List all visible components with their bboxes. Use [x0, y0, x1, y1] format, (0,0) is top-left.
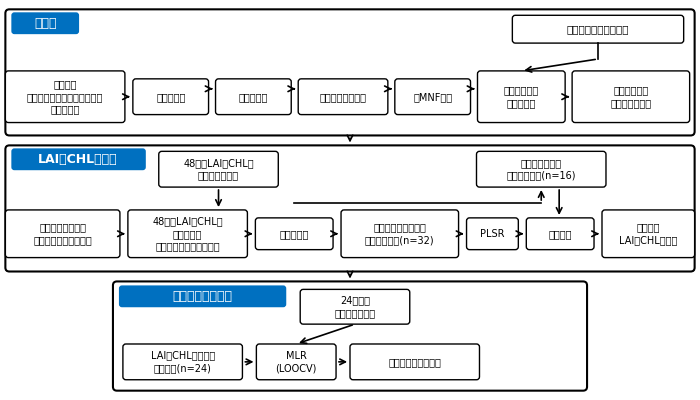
Text: PLSR: PLSR	[480, 229, 505, 239]
FancyBboxPatch shape	[466, 218, 518, 250]
Text: LAIとCHLの予測: LAIとCHLの予測	[38, 153, 118, 166]
FancyBboxPatch shape	[477, 151, 606, 187]
FancyBboxPatch shape	[6, 210, 120, 258]
Text: 経験的直線法
による補正: 経験的直線法 による補正	[504, 86, 539, 108]
FancyBboxPatch shape	[256, 218, 333, 250]
FancyBboxPatch shape	[512, 15, 684, 43]
Text: バリデーション
データセット(n=16): バリデーション データセット(n=16)	[507, 158, 576, 180]
Text: 画像中の
LAIとCHLの予測: 画像中の LAIとCHLの予測	[619, 222, 678, 245]
Text: 未処理の
ハイパースペクトルイメージ
（輝度値）: 未処理の ハイパースペクトルイメージ （輝度値）	[27, 79, 104, 114]
Text: ジオリファレンス: ジオリファレンス	[319, 92, 367, 102]
FancyBboxPatch shape	[298, 79, 388, 114]
Text: 穀物の収穫量予測: 穀物の収穫量予測	[173, 290, 232, 303]
Text: 前処理: 前処理	[34, 17, 57, 30]
FancyBboxPatch shape	[6, 145, 694, 272]
Text: LAIとCHLの予測値
の平均値(n=24): LAIとCHLの予測値 の平均値(n=24)	[150, 351, 215, 373]
Text: キャリブレーション
データセット(n=32): キャリブレーション データセット(n=32)	[365, 222, 435, 245]
Text: 画像中の収穫量予測: 画像中の収穫量予測	[389, 357, 441, 367]
FancyBboxPatch shape	[300, 289, 410, 324]
Text: オルソ補正: オルソ補正	[239, 92, 268, 102]
FancyBboxPatch shape	[350, 344, 480, 380]
Text: スペクトル・
空間サブセット: スペクトル・ 空間サブセット	[610, 86, 652, 108]
FancyBboxPatch shape	[133, 79, 209, 114]
FancyBboxPatch shape	[159, 151, 279, 187]
FancyBboxPatch shape	[256, 344, 336, 380]
Text: 逆MNF変換: 逆MNF変換	[413, 92, 452, 102]
FancyBboxPatch shape	[477, 71, 565, 122]
FancyBboxPatch shape	[341, 210, 458, 258]
Text: 独立検証: 独立検証	[548, 229, 572, 239]
Text: 反射率変換: 反射率変換	[156, 92, 186, 102]
FancyBboxPatch shape	[113, 282, 587, 391]
Text: 48個のLAIとCHLの
サンプルと
スペクトルのペアリング: 48個のLAIとCHLの サンプルと スペクトルのペアリング	[153, 216, 223, 251]
Text: フィールドスペクトル: フィールドスペクトル	[567, 24, 629, 34]
FancyBboxPatch shape	[602, 210, 694, 258]
FancyBboxPatch shape	[119, 286, 286, 307]
FancyBboxPatch shape	[6, 71, 125, 122]
FancyBboxPatch shape	[526, 218, 594, 250]
FancyBboxPatch shape	[572, 71, 690, 122]
Text: データ分割: データ分割	[279, 229, 309, 239]
FancyBboxPatch shape	[11, 12, 79, 34]
FancyBboxPatch shape	[11, 148, 146, 170]
FancyBboxPatch shape	[395, 79, 470, 114]
Text: MLR
(LOOCV): MLR (LOOCV)	[276, 351, 317, 373]
FancyBboxPatch shape	[216, 79, 291, 114]
FancyBboxPatch shape	[128, 210, 247, 258]
FancyBboxPatch shape	[123, 344, 242, 380]
Text: 24圧場の
収穫量の実測値: 24圧場の 収穫量の実測値	[335, 296, 375, 318]
Text: 48個のLAIとCHLの
フィールド測定: 48個のLAIとCHLの フィールド測定	[183, 158, 254, 180]
Text: サンプル位置での
画像スペクトルの抽出: サンプル位置での 画像スペクトルの抽出	[34, 222, 92, 245]
FancyBboxPatch shape	[6, 9, 694, 136]
